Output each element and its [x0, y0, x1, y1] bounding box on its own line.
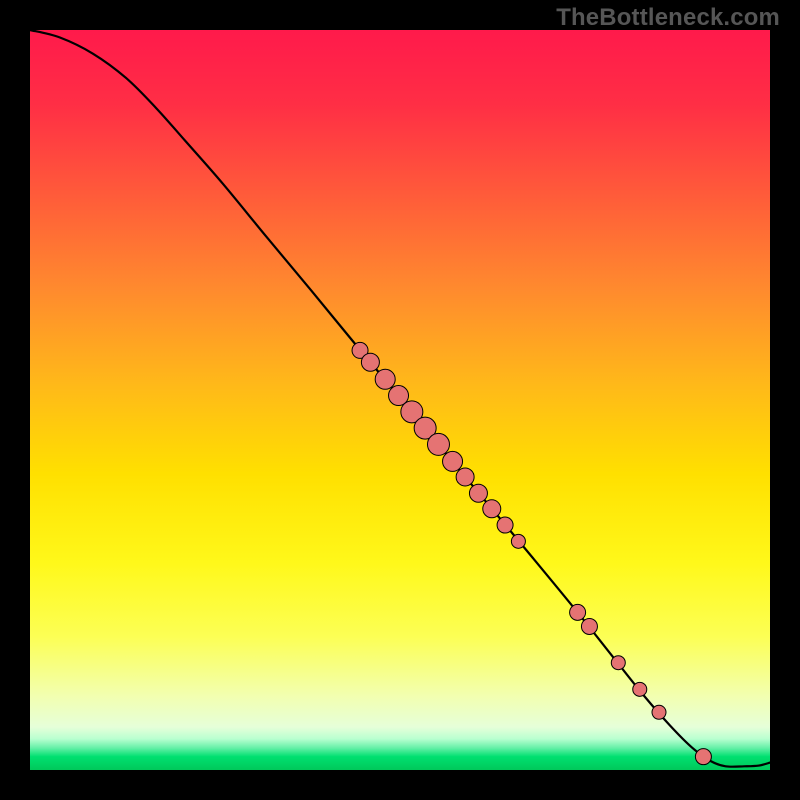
data-marker — [361, 353, 379, 371]
data-marker — [695, 749, 711, 765]
data-marker — [633, 682, 647, 696]
data-marker — [443, 451, 463, 471]
data-marker — [375, 369, 395, 389]
data-marker — [497, 517, 513, 533]
data-marker — [652, 705, 666, 719]
data-marker — [483, 500, 501, 518]
data-marker — [581, 618, 597, 634]
watermark-label: TheBottleneck.com — [556, 4, 780, 32]
data-marker — [511, 534, 525, 548]
chart-frame: TheBottleneck.com — [0, 0, 800, 800]
data-marker — [570, 604, 586, 620]
data-marker — [469, 484, 487, 502]
data-marker — [611, 656, 625, 670]
chart-overlay — [0, 0, 800, 800]
marker-group — [352, 342, 711, 764]
data-marker — [456, 468, 474, 486]
data-marker — [427, 433, 449, 455]
